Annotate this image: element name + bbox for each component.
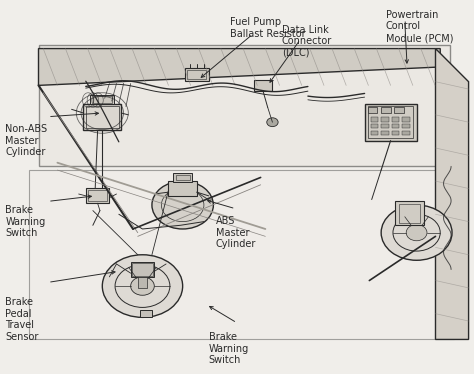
Bar (368, 106, 413, 138)
Bar (83, 104, 121, 129)
Bar (254, 80, 273, 91)
Bar (93, 96, 112, 103)
Bar (402, 131, 410, 135)
Text: Data Link
Connector
(DLC): Data Link Connector (DLC) (282, 25, 332, 58)
Bar (185, 68, 209, 81)
Circle shape (152, 181, 213, 229)
Bar (175, 175, 190, 180)
Text: ABS
Master
Cylinder: ABS Master Cylinder (216, 216, 256, 249)
Circle shape (102, 255, 182, 318)
Bar (402, 124, 410, 128)
Bar (381, 124, 389, 128)
Circle shape (406, 224, 427, 241)
Bar (395, 201, 424, 225)
Bar (138, 277, 147, 288)
Polygon shape (29, 170, 455, 340)
Bar (173, 173, 192, 182)
Bar (132, 263, 153, 276)
Circle shape (381, 205, 452, 260)
Bar (399, 204, 420, 223)
Bar (392, 124, 399, 128)
Bar (365, 104, 417, 141)
Text: Brake
Pedal
Travel
Sensor: Brake Pedal Travel Sensor (5, 297, 39, 342)
Bar (168, 181, 197, 196)
Bar (140, 310, 152, 318)
Bar (91, 95, 114, 104)
Bar (131, 262, 155, 277)
Text: Non-ABS
Master
Cylinder: Non-ABS Master Cylinder (5, 124, 47, 157)
Bar (88, 190, 107, 201)
Bar (381, 117, 389, 122)
Bar (371, 131, 378, 135)
Bar (402, 117, 410, 122)
Circle shape (267, 118, 278, 127)
Bar (394, 107, 404, 113)
Polygon shape (38, 49, 440, 85)
Bar (392, 117, 399, 122)
Bar (371, 124, 378, 128)
Text: Fuel Pump
Ballast Resistor: Fuel Pump Ballast Resistor (230, 17, 306, 39)
Bar (381, 131, 389, 135)
Bar (381, 107, 391, 113)
Text: Brake
Warning
Switch: Brake Warning Switch (209, 332, 249, 365)
Circle shape (131, 277, 155, 295)
Polygon shape (436, 49, 469, 340)
Bar (392, 131, 399, 135)
Bar (371, 117, 378, 122)
Text: Brake
Warning
Switch: Brake Warning Switch (5, 205, 46, 238)
Bar (368, 107, 377, 113)
Text: Powertrain
Control
Module (PCM): Powertrain Control Module (PCM) (386, 10, 453, 43)
Polygon shape (38, 45, 450, 166)
Bar (86, 105, 119, 128)
Bar (187, 70, 206, 79)
Bar (86, 188, 109, 203)
